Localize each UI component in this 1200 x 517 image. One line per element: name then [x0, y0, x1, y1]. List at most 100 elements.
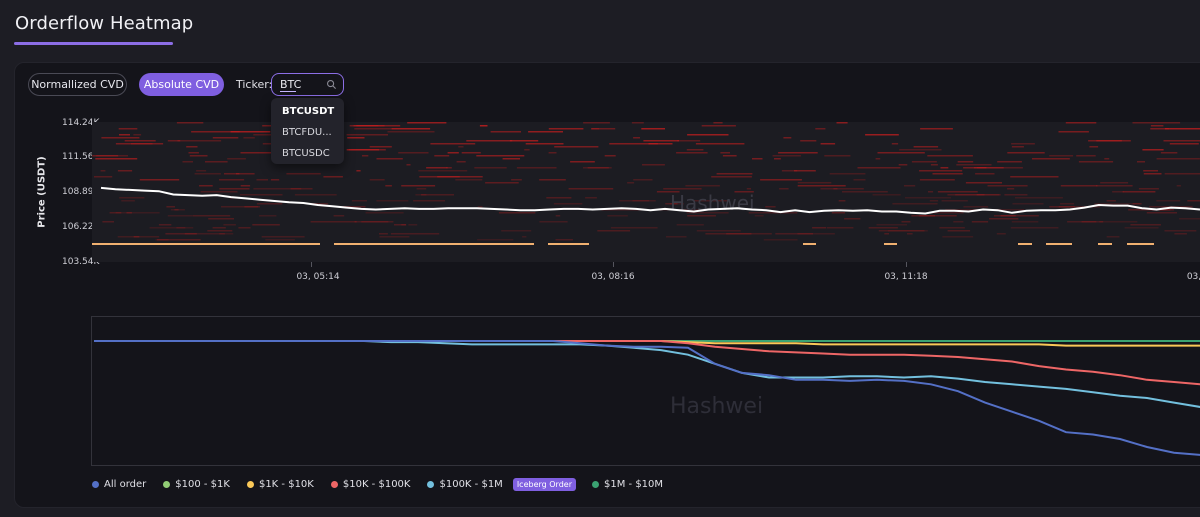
orderflow-heatmap[interactable]: Hashwei	[92, 122, 1200, 262]
liquidity-band	[223, 224, 236, 226]
liquidity-band	[760, 179, 802, 181]
liquidity-band	[957, 161, 974, 163]
normalized-cvd-button[interactable]: Normallized CVD	[28, 73, 127, 96]
x-tick	[613, 262, 614, 267]
liquidity-band	[131, 143, 153, 145]
liquidity-band	[722, 155, 737, 157]
liquidity-band	[927, 155, 973, 157]
liquidity-band	[754, 215, 764, 217]
liquidity-band	[351, 200, 367, 202]
liquidity-band	[772, 155, 801, 157]
liquidity-band	[1096, 185, 1133, 187]
liquidity-band	[212, 137, 239, 139]
liquidity-band	[221, 206, 259, 208]
liquidity-band	[763, 239, 798, 241]
liquidity-band	[252, 224, 280, 226]
liquidity-band	[669, 203, 684, 205]
heatmap-svg: Hashwei	[92, 122, 1200, 245]
legend-label: $100K - $1M	[439, 478, 503, 490]
dropdown-option-btcfdusd[interactable]: BTCFDU...	[282, 127, 332, 138]
liquidity-band	[270, 179, 280, 181]
liquidity-band	[570, 161, 595, 163]
ticker-search-box[interactable]	[271, 73, 344, 96]
liquidity-band	[1143, 173, 1162, 175]
cvd-legend: All order $100 - $1K $1K - $10K $10K - $…	[92, 476, 680, 492]
liquidity-band	[941, 200, 968, 202]
legend-1m-10m[interactable]: $1M - $10M	[592, 479, 663, 490]
cvd-line-chart[interactable]: Hashwei	[91, 316, 1200, 466]
liquidity-band	[775, 233, 813, 235]
liquidity-band	[501, 230, 532, 232]
liquidity-band	[539, 221, 568, 223]
liquidity-band	[937, 191, 978, 193]
liquidity-band	[1012, 203, 1044, 205]
liquidity-band	[928, 212, 964, 214]
liquidity-band	[1104, 158, 1110, 160]
liquidity-band	[705, 233, 752, 235]
liquidity-band	[1049, 206, 1075, 208]
liquidity-band	[498, 212, 536, 214]
liquidity-band	[878, 230, 925, 232]
liquidity-band	[610, 227, 658, 229]
liquidity-band	[265, 239, 295, 241]
liquidity-band	[158, 224, 172, 226]
legend-all-order[interactable]: All order	[92, 479, 146, 490]
liquidity-band	[1065, 122, 1097, 124]
liquidity-band	[1146, 212, 1177, 214]
ticker-input[interactable]	[280, 77, 330, 92]
liquidity-band	[720, 152, 730, 154]
iceberg-order-toggle[interactable]: Iceberg Order	[512, 477, 576, 491]
liquidity-band	[119, 134, 130, 136]
legend-1k-10k[interactable]: $1K - $10K	[246, 479, 314, 490]
liquidity-band	[783, 137, 792, 139]
liquidity-band	[117, 170, 133, 172]
liquidity-band	[522, 236, 527, 238]
liquidity-band	[379, 236, 410, 238]
liquidity-band	[92, 155, 119, 157]
liquidity-band	[1160, 152, 1178, 154]
liquidity-band	[253, 134, 280, 136]
liquidity-band	[976, 194, 1000, 196]
liquidity-band	[734, 191, 754, 193]
absolute-cvd-button[interactable]: Absolute CVD	[139, 73, 224, 96]
liquidity-band	[401, 185, 436, 187]
legend-10k-100k[interactable]: $10K - $100K	[330, 479, 410, 490]
page-title: Orderflow Heatmap	[15, 13, 194, 34]
liquidity-band	[176, 227, 186, 229]
dropdown-option-btcusdt[interactable]: BTCUSDT	[282, 106, 335, 117]
liquidity-band	[177, 140, 222, 142]
legend-100-1k[interactable]: $100 - $1K	[163, 479, 230, 490]
liquidity-band	[539, 179, 566, 181]
liquidity-band	[434, 155, 450, 157]
liquidity-band	[929, 200, 939, 202]
liquidity-band	[987, 185, 1028, 187]
liquidity-band	[528, 131, 563, 133]
liquidity-band	[115, 212, 160, 214]
liquidity-band	[109, 212, 122, 214]
liquidity-band	[1150, 125, 1164, 127]
liquidity-band	[548, 152, 557, 154]
liquidity-band	[1078, 161, 1114, 163]
liquidity-band	[346, 149, 379, 151]
liquidity-band	[888, 230, 928, 232]
liquidity-band	[196, 170, 207, 172]
liquidity-band	[387, 131, 435, 133]
legend-100k-1m[interactable]: $100K - $1M	[427, 478, 503, 490]
liquidity-band	[419, 176, 460, 178]
liquidity-band	[430, 143, 476, 145]
liquidity-band	[1000, 215, 1016, 217]
iceberg-band	[334, 243, 477, 245]
liquidity-band	[219, 188, 250, 190]
liquidity-band	[286, 173, 321, 175]
liquidity-band	[633, 179, 653, 181]
liquidity-band	[290, 188, 313, 190]
liquidity-band	[1010, 227, 1059, 229]
dropdown-option-btcusdc[interactable]: BTCUSDC	[282, 148, 330, 159]
legend-dot	[92, 480, 99, 488]
liquidity-band	[956, 164, 992, 166]
liquidity-band	[824, 155, 851, 157]
y-tick-label: 111.56K	[62, 152, 100, 162]
liquidity-band	[219, 179, 245, 181]
liquidity-band	[591, 128, 600, 130]
liquidity-band	[947, 230, 971, 232]
